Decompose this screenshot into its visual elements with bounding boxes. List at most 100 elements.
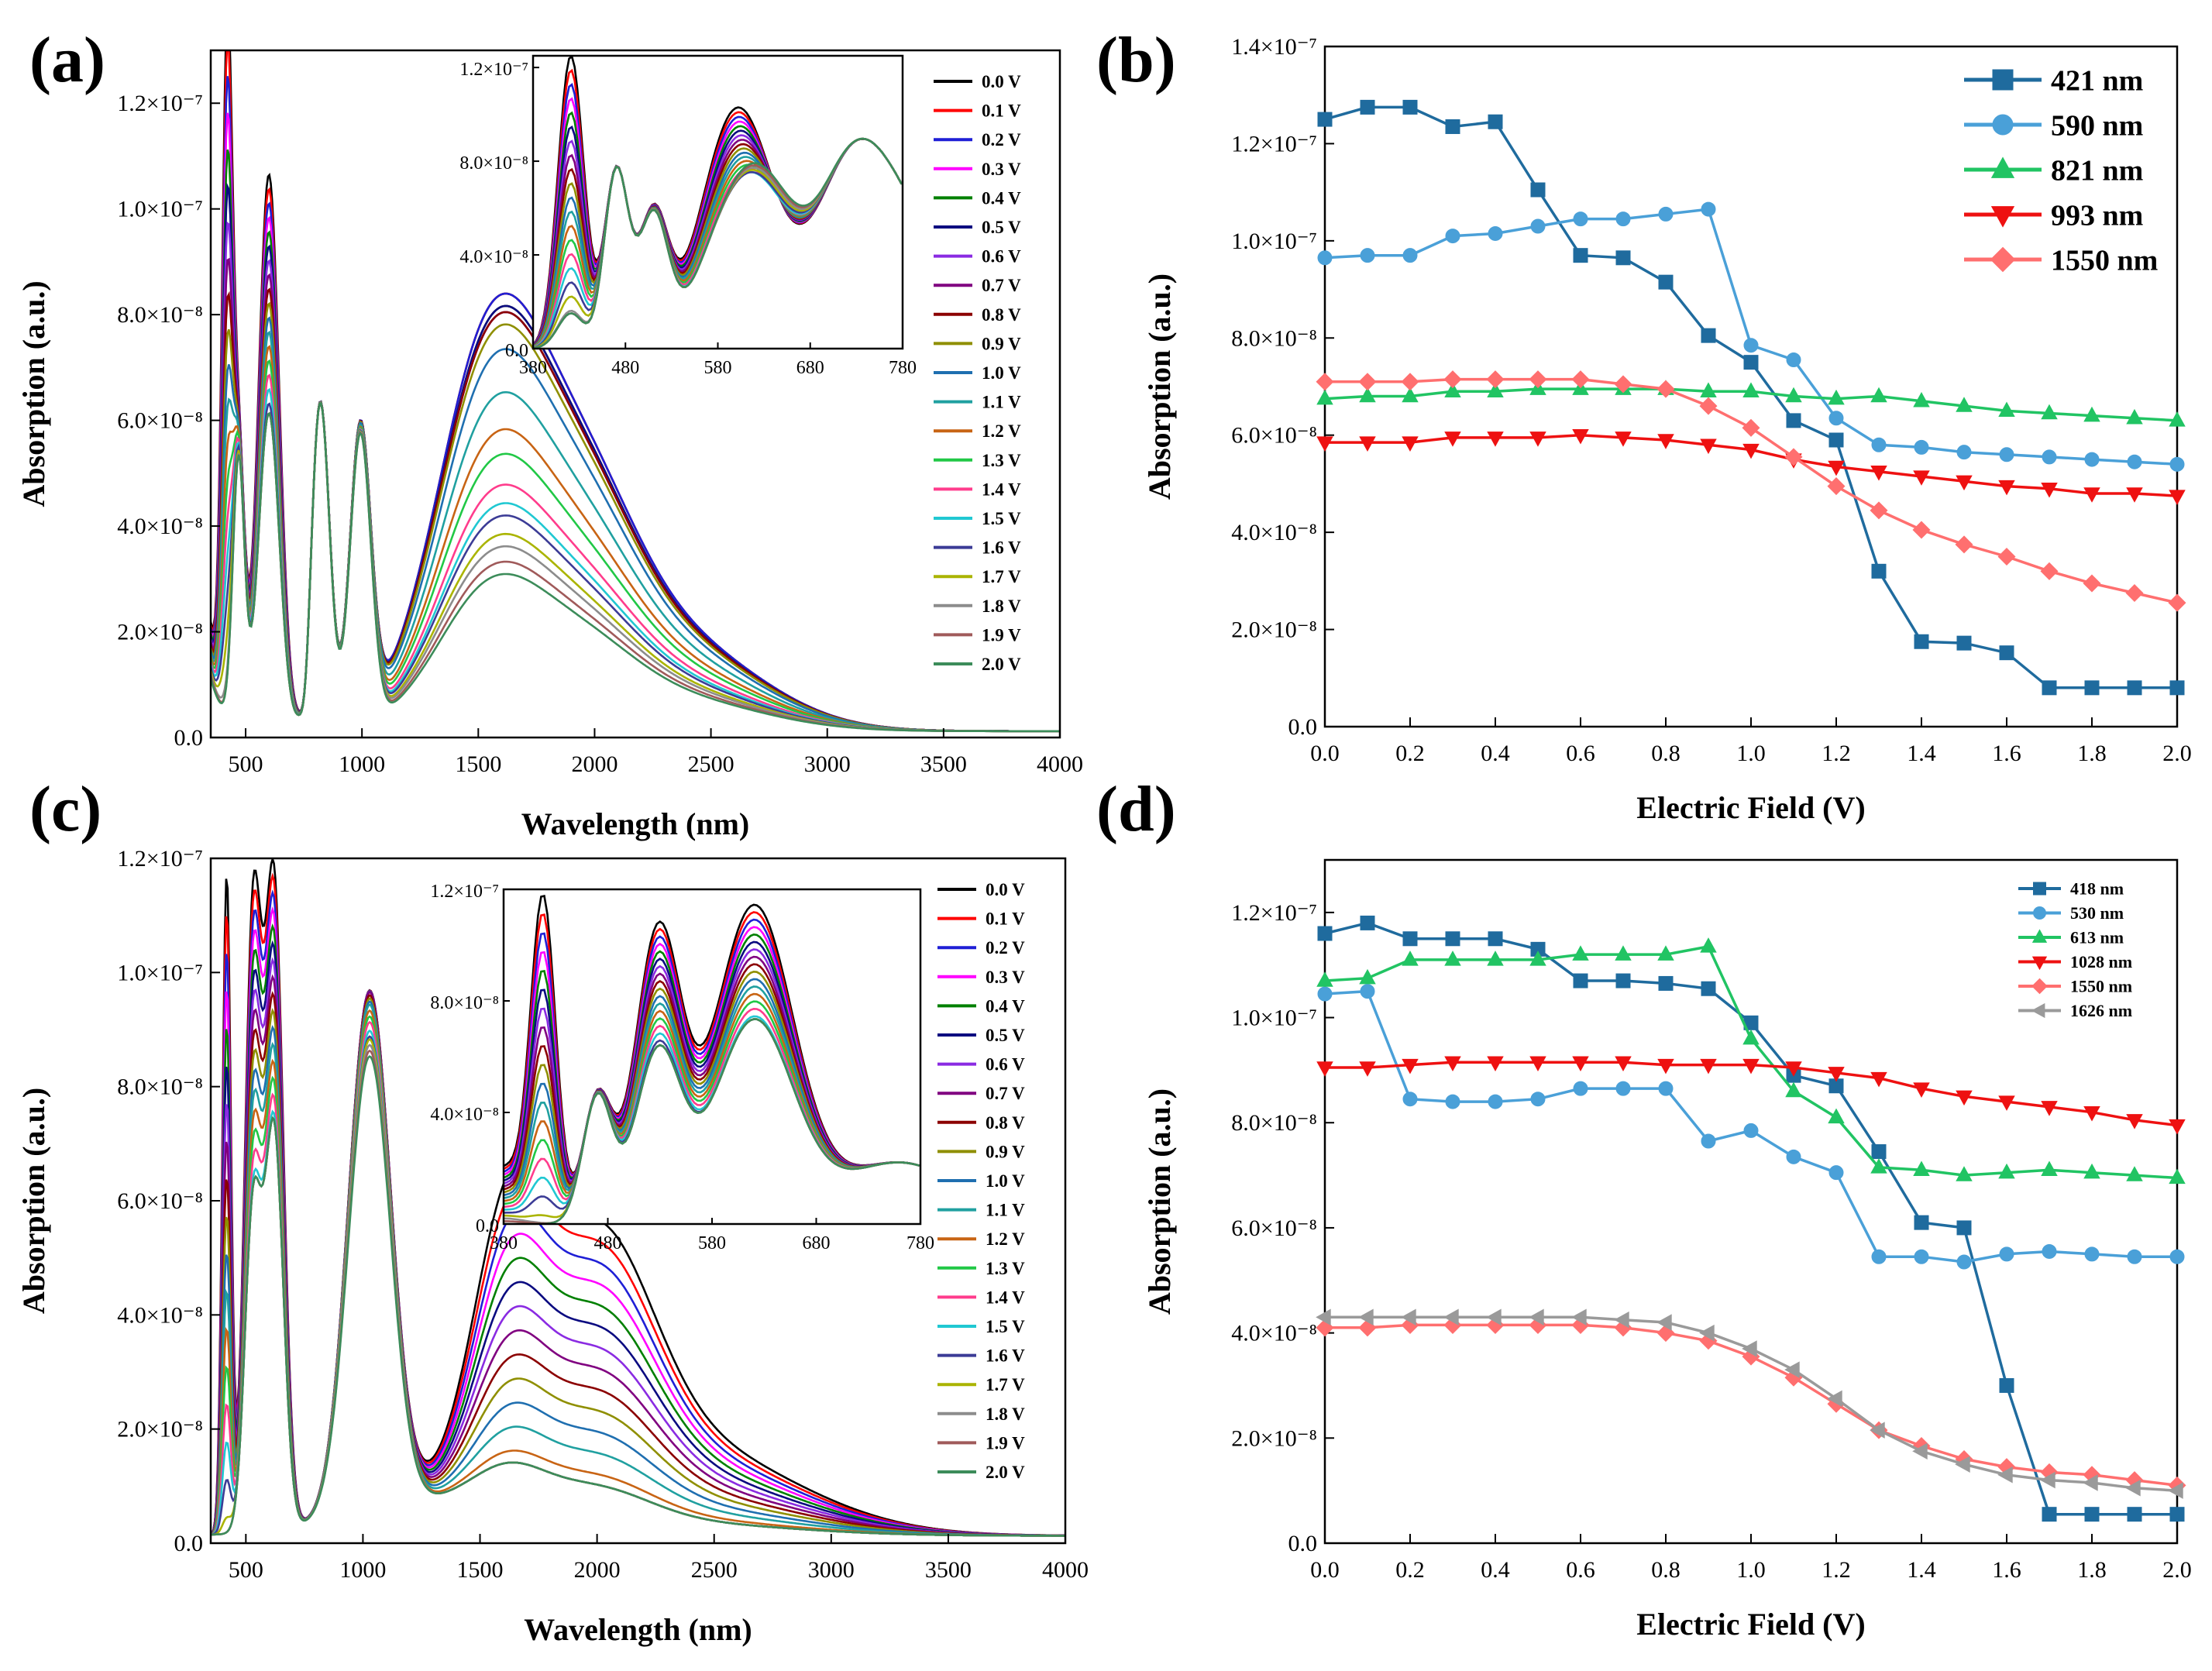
data-point	[1956, 635, 1972, 651]
x-tick-label: 0.6	[1566, 741, 1595, 766]
series-993-nm	[1316, 429, 2186, 505]
legend-label: 1.5 V	[982, 509, 1021, 528]
y-tick-label: 4.0×10⁻⁸	[117, 1302, 203, 1328]
x-tick-label: 1.6	[1992, 1557, 2021, 1583]
data-point	[1530, 218, 1546, 234]
data-point	[1742, 1340, 1757, 1357]
data-point	[2168, 1482, 2183, 1499]
legend-marker	[2033, 882, 2046, 896]
a-series-1-6V	[211, 401, 1060, 733]
legend-label: 0.3 V	[986, 968, 1025, 987]
legend-label: 1550 nm	[2070, 977, 2132, 996]
data-point	[1657, 434, 1674, 449]
data-point	[1487, 1056, 1504, 1072]
data-point	[1784, 1361, 1800, 1378]
data-point	[1487, 382, 1504, 397]
data-point	[1615, 432, 1632, 447]
data-point	[1871, 1249, 1887, 1264]
data-point	[1913, 1160, 1930, 1176]
x-tick-label: 480	[594, 1233, 622, 1253]
data-point	[1402, 931, 1418, 947]
x-tick-label: 580	[704, 358, 732, 378]
a-inset-series-2-0V	[533, 137, 903, 349]
c-legend: 0.0 V 0.1 V 0.2 V 0.3 V 0.4 V 0.5 V 0.6 V 0.7 V…	[937, 880, 1025, 1482]
series-418-nm	[1317, 915, 2185, 1522]
legend-label: 1.6 V	[986, 1346, 1025, 1366]
x-tick-label: 4000	[1037, 751, 1083, 777]
y-tick-label: 6.0×10⁻⁸	[1231, 1215, 1317, 1241]
y-tick-label: 2.0×10⁻⁸	[1231, 1425, 1317, 1451]
data-point	[1529, 1056, 1546, 1072]
data-point	[1401, 373, 1419, 391]
data-point	[1614, 1311, 1629, 1329]
y-tick-label: 0.0	[505, 341, 528, 361]
legend-label: 613 nm	[2070, 928, 2124, 947]
data-point	[2127, 1249, 2142, 1264]
c-series-2-0V	[211, 1055, 1065, 1537]
x-tick-label: 1000	[339, 751, 385, 777]
data-point	[1488, 225, 1503, 241]
x-tick-label: 0.8	[1651, 1557, 1681, 1583]
data-point	[1870, 387, 1887, 403]
data-point	[1529, 370, 1547, 389]
legend-label: 0.6 V	[982, 247, 1021, 266]
legend-label: 0.9 V	[986, 1142, 1025, 1161]
legend-label: 1.7 V	[986, 1375, 1025, 1394]
data-point	[2083, 1163, 2100, 1179]
data-point	[1914, 1249, 1929, 1264]
x-tick-label: 1.4	[1907, 1557, 1936, 1583]
data-point	[2083, 487, 2100, 503]
legend-label: 0.7 V	[982, 276, 1021, 295]
data-point	[1913, 391, 1930, 407]
data-point	[1615, 945, 1632, 961]
legend-label: 0.0 V	[986, 880, 1025, 899]
legend-label: 1626 nm	[2070, 1001, 2132, 1020]
y-tick-label: 1.2×10⁻⁷	[459, 60, 528, 80]
data-point	[1401, 1308, 1416, 1326]
legend-gB: 421 nm 590 nm 821 nm 993 nm 1550 nm	[1964, 64, 2158, 277]
y-tick-label: 1.2×10⁻⁷	[1231, 131, 1317, 156]
data-point	[1571, 1308, 1587, 1326]
data-point	[1701, 981, 1716, 996]
y-tick-label: 4.0×10⁻⁸	[430, 1105, 499, 1125]
x-tick-label: 500	[229, 1557, 263, 1583]
data-point	[2127, 1507, 2142, 1522]
a-series-2-0V	[211, 401, 1060, 733]
y-tick-label: 1.0×10⁻⁷	[1231, 229, 1317, 254]
data-point	[1913, 470, 1930, 486]
series-1550-nm	[1316, 1315, 2186, 1494]
legend-label: 1.8 V	[982, 597, 1021, 616]
y-tick-label: 8.0×10⁻⁸	[117, 302, 203, 328]
data-point	[2042, 1507, 2057, 1522]
data-point	[1701, 1133, 1716, 1149]
data-point	[1827, 1390, 1842, 1408]
x-tick-label: 1.8	[2077, 741, 2107, 766]
data-point	[1827, 477, 1846, 496]
x-tick-label: 2.0	[2162, 1557, 2192, 1583]
y-tick-label: 4.0×10⁻⁸	[459, 247, 528, 267]
legend-label: 1.0 V	[986, 1171, 1025, 1191]
x-axis-label: Electric Field (V)	[1636, 790, 1865, 825]
data-point	[1530, 182, 1546, 198]
panel-label-a: (a)	[29, 24, 105, 96]
data-point	[1998, 480, 2015, 496]
chart-d: 0.0 0.2 0.4 0.6 0.8 1.0 1.2 1.4 1.6 1.8 2.0 0.0 2.0×…	[1142, 858, 2192, 1642]
data-point	[1742, 382, 1760, 397]
data-point	[1699, 397, 1718, 415]
data-point	[1571, 370, 1590, 389]
legend-label: 1.3 V	[986, 1259, 1025, 1278]
legend-label: 1550 nm	[2051, 244, 2158, 277]
data-point	[1529, 951, 1546, 966]
data-point	[1871, 563, 1887, 579]
data-point	[1529, 1308, 1544, 1326]
series-line	[1324, 105, 2177, 689]
x-tick-label: 0.8	[1651, 741, 1681, 766]
plot-frame-a	[209, 49, 1061, 739]
a-series-1-2V	[211, 345, 1060, 733]
data-point	[1316, 389, 1333, 405]
data-point	[1486, 370, 1505, 389]
data-point	[2125, 1480, 2141, 1497]
y-tick-label: 1.0×10⁻⁷	[117, 960, 203, 985]
data-point	[1656, 380, 1675, 398]
